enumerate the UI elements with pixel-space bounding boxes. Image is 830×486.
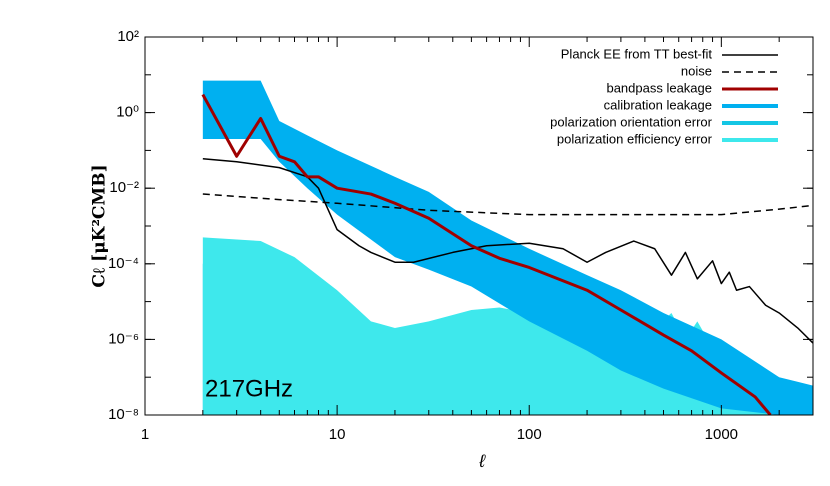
legend-label: bandpass leakage <box>606 80 712 95</box>
line <box>201 93 772 415</box>
plot-area <box>201 80 813 415</box>
legend-label: polarization orientation error <box>550 114 713 129</box>
y-tick-label: 10⁻⁴ <box>108 255 139 272</box>
x-axis-label: ℓ <box>478 451 486 471</box>
y-axis-label: Cℓ [μK²CMB] <box>90 164 110 287</box>
y-tick-label: 10⁻⁶ <box>108 330 139 347</box>
legend-label: noise <box>681 63 712 78</box>
line <box>202 193 813 216</box>
x-tick-label: 10 <box>329 426 346 443</box>
band <box>202 80 813 415</box>
legend-label: calibration leakage <box>604 97 712 112</box>
y-tick-label: 10⁻² <box>109 179 139 196</box>
x-tick-label: 1000 <box>705 426 738 443</box>
y-tick-label: 10⁻⁸ <box>108 406 139 423</box>
line <box>202 158 813 344</box>
y-tick-label: 10⁰ <box>116 104 139 121</box>
legend-label: polarization efficiency error <box>557 131 713 146</box>
legend-label: Planck EE from TT best-fit <box>561 46 713 61</box>
annotation: 217GHz <box>205 375 293 402</box>
y-tick-label: 10² <box>117 28 139 45</box>
x-tick-label: 100 <box>517 426 542 443</box>
x-tick-label: 1 <box>141 426 149 443</box>
